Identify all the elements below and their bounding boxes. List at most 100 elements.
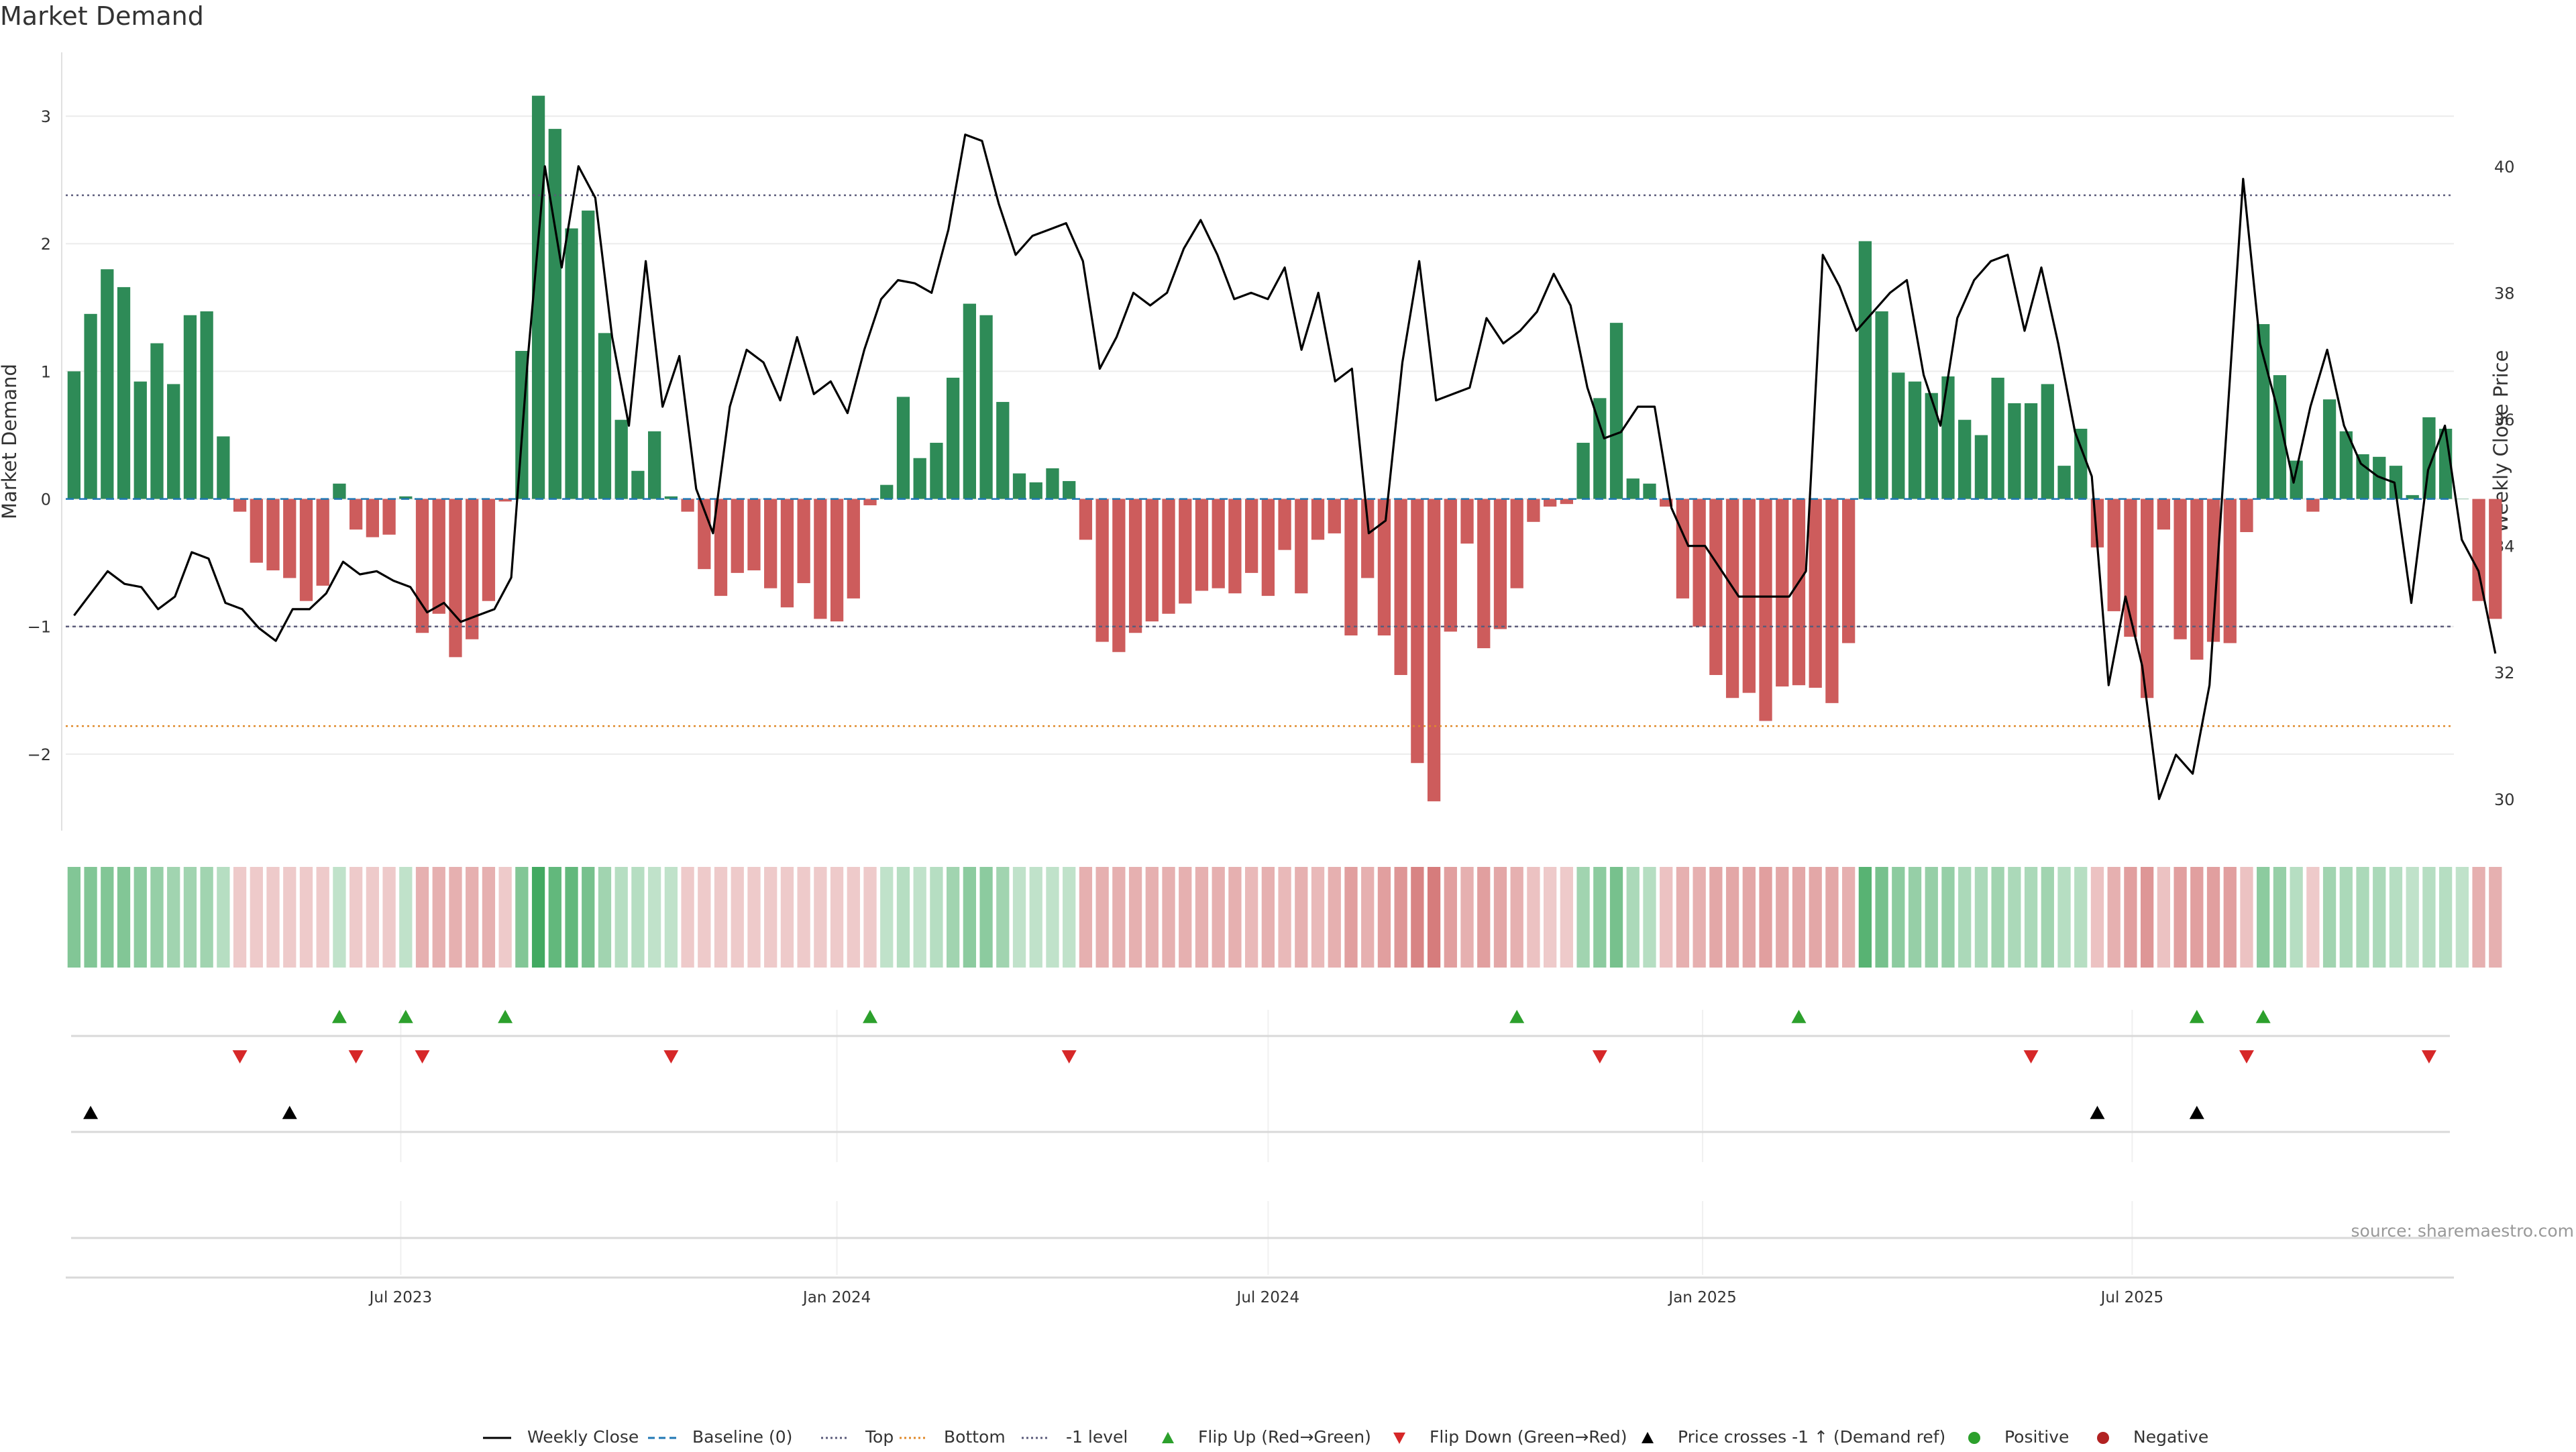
strength-cell bbox=[2322, 867, 2337, 968]
demand-bar bbox=[780, 499, 794, 608]
demand-bar bbox=[830, 499, 844, 622]
strength-cell bbox=[1477, 867, 1491, 968]
demand-bar bbox=[2008, 403, 2021, 499]
strength-cell bbox=[2206, 867, 2220, 968]
strength-cell bbox=[2090, 867, 2104, 968]
strength-cell bbox=[1958, 867, 1972, 968]
strength-cell bbox=[1941, 867, 1955, 968]
demand-bar bbox=[1361, 499, 1375, 578]
strength-cell bbox=[1792, 867, 1806, 968]
demand-bar bbox=[1112, 499, 1126, 652]
green-up-triangle-icon bbox=[1152, 1429, 1183, 1447]
demand-bar bbox=[1328, 499, 1341, 533]
y-tick-label: −2 bbox=[28, 745, 51, 764]
demand-bar bbox=[1576, 442, 1590, 499]
strength-cell bbox=[2373, 867, 2386, 968]
strength-cell bbox=[880, 867, 894, 968]
demand-bar bbox=[2041, 384, 2054, 499]
red-dot-icon bbox=[2088, 1429, 2118, 1447]
strength-cell bbox=[847, 867, 860, 968]
demand-bar bbox=[913, 458, 926, 499]
demand-bar bbox=[84, 313, 97, 499]
flip-up-marker bbox=[331, 1010, 347, 1023]
strength-cell bbox=[382, 867, 396, 968]
strength-cell bbox=[582, 867, 595, 968]
legend-label: Flip Up (Red→Green) bbox=[1198, 1427, 1371, 1447]
strength-cell bbox=[1759, 867, 1772, 968]
y-tick-label: 0 bbox=[41, 490, 51, 509]
strength-cell bbox=[1145, 867, 1159, 968]
x-tick-label: Jan 2025 bbox=[1667, 1289, 1736, 1306]
demand-bar bbox=[101, 269, 114, 499]
y2-tick-label: 40 bbox=[2494, 158, 2515, 176]
x-tick-label: Jan 2024 bbox=[802, 1289, 871, 1306]
y2-tick-label: 38 bbox=[2494, 284, 2515, 303]
black-up-triangle-icon bbox=[1632, 1429, 1663, 1447]
demand-bar bbox=[1063, 480, 1076, 499]
demand-bar bbox=[349, 499, 363, 530]
strength-cell bbox=[1609, 867, 1623, 968]
demand-bar bbox=[133, 381, 147, 499]
orange-dotted-line-icon bbox=[898, 1429, 929, 1447]
demand-bar bbox=[1477, 499, 1491, 649]
strength-cell bbox=[647, 867, 661, 968]
strength-cell bbox=[1079, 867, 1093, 968]
strength-cell bbox=[896, 867, 910, 968]
flip-down-marker bbox=[2239, 1050, 2254, 1064]
strength-cell bbox=[233, 867, 247, 968]
demand-bar bbox=[681, 499, 694, 512]
strength-cell bbox=[515, 867, 529, 968]
demand-bar bbox=[2306, 499, 2320, 512]
strength-cell bbox=[1593, 867, 1607, 968]
y2-tick-label: 36 bbox=[2494, 411, 2515, 429]
demand-bar bbox=[2206, 499, 2220, 642]
dotted-line-icon bbox=[820, 1429, 851, 1447]
demand-bar bbox=[2223, 499, 2237, 643]
demand-bar bbox=[250, 499, 263, 563]
demand-bar bbox=[747, 499, 761, 571]
demand-bar bbox=[2339, 431, 2353, 499]
strength-cell bbox=[565, 867, 578, 968]
demand-bar bbox=[1809, 499, 1822, 688]
strength-cell bbox=[133, 867, 147, 968]
demand-bar bbox=[1693, 499, 1706, 627]
strength-cell bbox=[1228, 867, 1242, 968]
strength-cell bbox=[714, 867, 728, 968]
price-cross-marker bbox=[83, 1106, 99, 1119]
strength-cell bbox=[1809, 867, 1822, 968]
strength-cell bbox=[349, 867, 363, 968]
strength-cell bbox=[830, 867, 844, 968]
demand-bar bbox=[1676, 499, 1690, 599]
demand-bar bbox=[996, 402, 1010, 499]
flip-up-marker bbox=[2255, 1010, 2271, 1023]
demand-bar bbox=[2489, 499, 2502, 619]
demand-bar bbox=[67, 371, 81, 499]
strength-cell bbox=[2356, 867, 2369, 968]
strength-cell bbox=[963, 867, 977, 968]
demand-bar bbox=[1776, 499, 1789, 687]
legend-label: Top bbox=[865, 1427, 894, 1447]
demand-bar bbox=[1908, 381, 1922, 499]
x-tick-label: Jul 2023 bbox=[368, 1289, 433, 1306]
strength-cell bbox=[1991, 867, 2004, 968]
demand-bar bbox=[1012, 473, 1026, 499]
flip-down-marker bbox=[1061, 1050, 1077, 1064]
strength-cell bbox=[316, 867, 329, 968]
strength-cell bbox=[1427, 867, 1441, 968]
strength-cell bbox=[2157, 867, 2171, 968]
demand-bar bbox=[2074, 428, 2088, 499]
legend-label: Bottom bbox=[944, 1427, 1006, 1447]
strength-cell bbox=[2074, 867, 2088, 968]
strength-cell bbox=[1776, 867, 1789, 968]
demand-bar bbox=[266, 499, 280, 571]
strength-cell bbox=[67, 867, 81, 968]
strength-cell bbox=[2008, 867, 2021, 968]
strength-cell bbox=[1046, 867, 1059, 968]
strength-cell bbox=[1527, 867, 1540, 968]
demand-bar bbox=[946, 377, 960, 499]
strength-cell bbox=[631, 867, 645, 968]
demand-bar bbox=[2322, 399, 2337, 499]
strength-cell bbox=[731, 867, 744, 968]
demand-bar bbox=[2257, 324, 2270, 499]
